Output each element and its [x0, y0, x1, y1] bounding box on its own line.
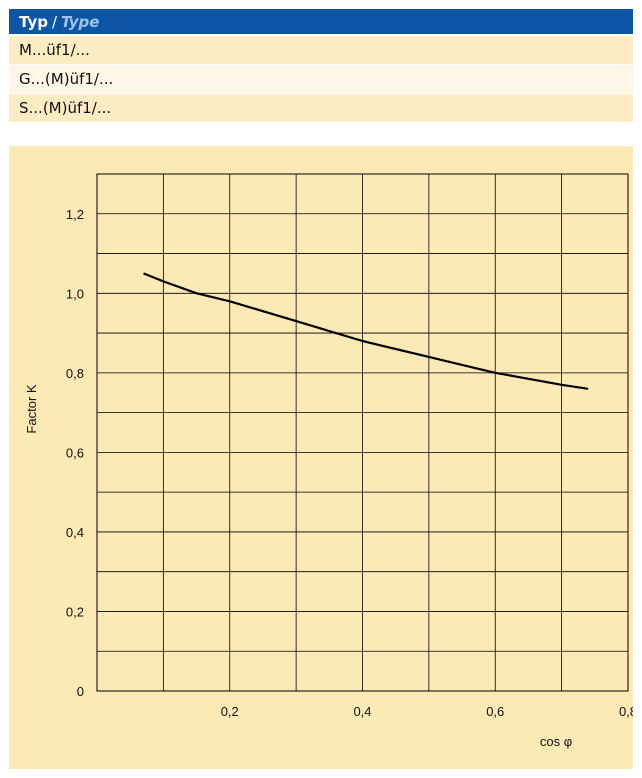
y-tick-label: 0,8 — [66, 366, 84, 381]
chart-series — [143, 272, 589, 390]
y-tick-label: 1,0 — [66, 286, 84, 301]
series-line — [143, 272, 589, 390]
type-row: S...(M)üf1/... — [9, 94, 633, 122]
x-tick-label: 0,2 — [221, 704, 239, 719]
x-tick-label: 0,4 — [353, 704, 371, 719]
chart-grid — [96, 173, 629, 692]
header-type: Type — [61, 12, 100, 31]
y-tick-label: 0 — [77, 684, 84, 699]
type-row: G...(M)üf1/... — [9, 65, 633, 93]
header-typ: Typ — [19, 12, 48, 31]
x-tick-labels: 0,2 0,4 0,6 0,8 — [221, 704, 633, 719]
y-axis-label: Factor K — [24, 384, 39, 433]
x-axis-label: cos φ — [540, 734, 572, 749]
x-tick-label: 0,6 — [486, 704, 504, 719]
x-tick-label: 0,8 — [619, 704, 633, 719]
y-tick-label: 0,2 — [66, 604, 84, 619]
type-header: Typ / Type — [9, 9, 633, 34]
chart-panel: 0 0,2 0,4 0,6 0,8 1,0 1,2 0,2 0,4 0,6 0,8 Factor … — [9, 146, 633, 769]
type-row: M...üf1/... — [9, 36, 633, 64]
y-tick-label: 0,4 — [66, 525, 84, 540]
factor-k-chart: 0 0,2 0,4 0,6 0,8 1,0 1,2 0,2 0,4 0,6 0,8 Factor … — [24, 173, 633, 749]
header-separator: / — [51, 12, 58, 31]
y-tick-labels: 0 0,2 0,4 0,6 0,8 1,0 1,2 — [66, 207, 84, 699]
y-tick-label: 1,2 — [66, 207, 84, 222]
y-tick-label: 0,6 — [66, 445, 84, 460]
